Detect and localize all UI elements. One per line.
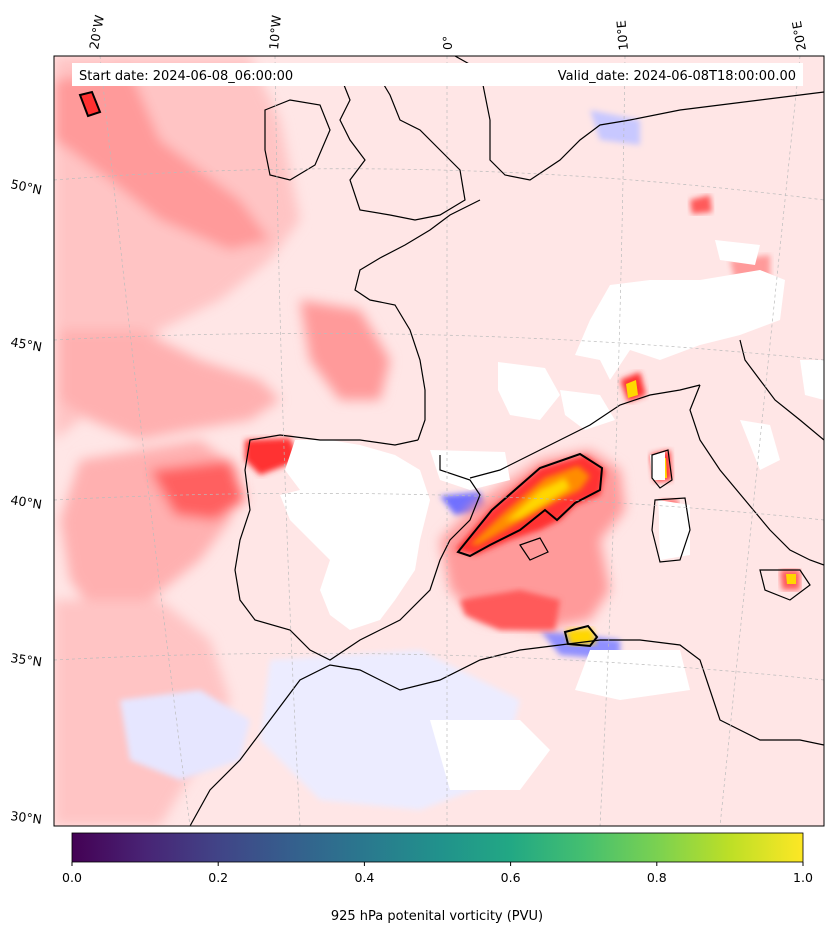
start-date-label: Start date: 2024-06-08_06:00:00 xyxy=(79,69,293,84)
colorbar-tick-label: 0.2 xyxy=(208,870,228,885)
lon-label-20e: 20°E xyxy=(789,20,809,52)
masked-terrain-areas xyxy=(280,240,824,790)
europe-north-coastline xyxy=(454,56,824,181)
lon-label-20w: 20°W xyxy=(86,14,107,51)
corsica-mask xyxy=(650,452,665,480)
colorbar-gradient xyxy=(71,832,804,863)
corsica-coastline xyxy=(651,449,673,489)
map-panel: Start date: 2024-06-08_06:00:00 Valid_da… xyxy=(54,56,824,826)
colorbar: 0.0 0.2 0.4 0.6 0.8 1.0 925 hPa potenital vor… xyxy=(62,832,813,924)
morocco-mask xyxy=(430,720,550,790)
lon-label-0: 0° xyxy=(440,36,455,50)
colorbar-ticks: 0.0 0.2 0.4 0.6 0.8 1.0 xyxy=(62,862,813,885)
map-frame xyxy=(53,55,825,827)
colorbar-tick-label: 0.0 xyxy=(62,870,82,885)
colorbar-label: 925 hPa potenital vorticity (PVU) xyxy=(331,909,543,924)
colorbar-tick-label: 0.6 xyxy=(501,870,521,885)
balearic-coastline xyxy=(519,537,549,561)
italy-coastline xyxy=(689,384,824,566)
lon-label-10w: 10°W xyxy=(266,15,284,51)
valid-date-label: Valid_date: 2024-06-08T18:00:00.00 xyxy=(558,69,796,84)
sardinia-mask xyxy=(658,500,690,560)
sardinia-coastline xyxy=(651,497,691,563)
alps-east-mask xyxy=(715,240,760,265)
north-africa-coastline xyxy=(189,639,824,826)
lat-label-50n: 50°N xyxy=(9,176,43,197)
dinaric-mask xyxy=(800,360,824,400)
atlas-mask xyxy=(575,650,690,700)
colorbar-tick-label: 0.4 xyxy=(354,870,374,885)
colorbar-tick-label: 0.8 xyxy=(647,870,667,885)
lat-label-40n: 40°N xyxy=(10,492,43,512)
sicily-coastline xyxy=(759,569,811,601)
latitude-labels: 50°N 45°N 40°N 35°N 30°N xyxy=(9,176,43,827)
iberia-coastline xyxy=(234,434,481,661)
massif-central-mask xyxy=(498,362,560,420)
ireland-coastline xyxy=(264,99,331,181)
france-mediterranean-coastline xyxy=(469,384,701,479)
colorbar-tick-label: 1.0 xyxy=(793,870,813,885)
france-west-coastline xyxy=(354,199,481,441)
italy-east-coastline xyxy=(739,339,824,441)
apennines-mask xyxy=(740,420,780,470)
lat-label-30n: 30°N xyxy=(10,808,43,827)
coastlines xyxy=(189,56,824,826)
date-banner xyxy=(72,63,803,86)
lon-label-10e: 10°E xyxy=(613,20,631,51)
longitude-labels: 20°W 10°W 0° 10°E 20°E xyxy=(86,14,809,52)
alps-mask xyxy=(575,270,785,380)
great-britain-coastline xyxy=(339,69,466,221)
lat-label-45n: 45°N xyxy=(9,334,43,354)
iberia-mask xyxy=(280,440,430,630)
lat-label-35n: 35°N xyxy=(10,650,43,669)
graticule xyxy=(54,56,824,826)
ebro-mask xyxy=(430,450,510,490)
western-alps-mask xyxy=(560,390,615,430)
